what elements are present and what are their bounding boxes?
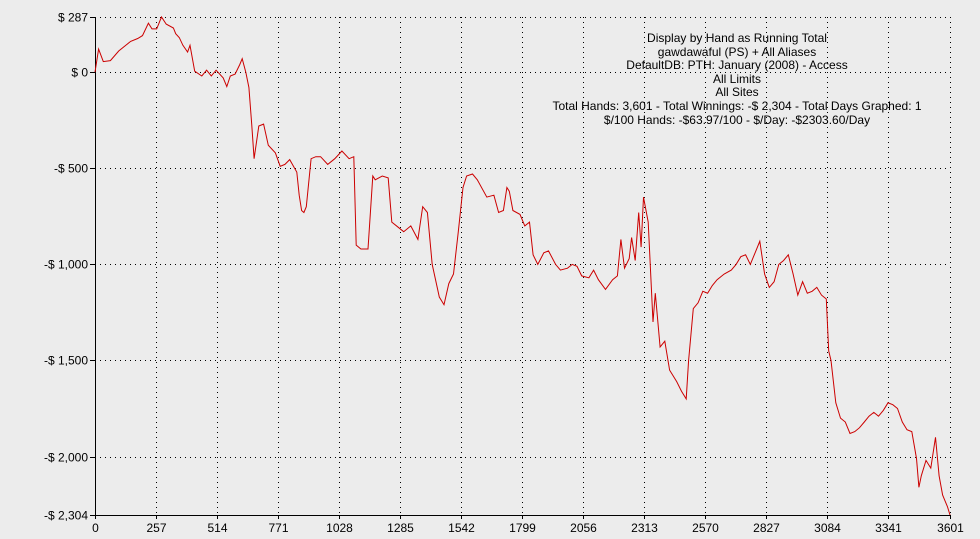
x-tick-label: 1285	[387, 521, 414, 535]
y-tick-label: $ 0	[71, 66, 88, 80]
x-tick-label: 3084	[814, 521, 841, 535]
x-tick-label: 1542	[448, 521, 475, 535]
y-tick-label: -$ 1,000	[44, 258, 88, 272]
y-tick-label: $ 287	[58, 11, 88, 25]
x-tick-label: 1799	[509, 521, 536, 535]
info-line-totals: Total Hands: 3,601 - Total Winnings: -$ …	[552, 99, 921, 113]
y-tick-label: -$ 2,304	[44, 509, 88, 523]
series-layer	[94, 15, 951, 516]
grid-lines	[95, 17, 951, 516]
info-line-rates: $/100 Hands: -$63.97/100 - $/Day: -$2303…	[604, 113, 870, 127]
x-tick-label: 771	[268, 521, 288, 535]
x-tick-label: 3601	[937, 521, 964, 535]
x-tick-label: 1028	[326, 521, 353, 535]
x-tick-label: 3341	[875, 521, 902, 535]
x-tick-label: 2313	[631, 521, 658, 535]
axes	[90, 17, 951, 519]
info-line-limits: All Limits	[713, 72, 761, 86]
info-line-database: DefaultDB: PTH: January (2008) - Access	[626, 58, 847, 72]
y-tick-label: -$ 1,500	[44, 354, 88, 368]
y-tick-labels: $ 287 $ 0 -$ 500 -$ 1,000 -$ 1,500 -$ 2,000 -$…	[44, 11, 88, 523]
chart-info-block: Display by Hand as Running Total gawdawa…	[552, 31, 921, 127]
x-tick-labels: 0 257 514 771 1028 1285 1542 1799 2056 2313 2570 28…	[92, 521, 964, 535]
info-line-player: gawdawaful (PS) + All Aliases	[658, 45, 816, 59]
x-tick-label: 514	[207, 521, 227, 535]
running-total-line	[94, 15, 951, 516]
chart-title: Display by Hand as Running Total	[647, 31, 827, 45]
x-tick-label: 257	[146, 521, 166, 535]
y-tick-label: -$ 500	[54, 162, 88, 176]
x-tick-label: 2056	[570, 521, 597, 535]
x-tick-label: 0	[92, 521, 99, 535]
x-tick-label: 2570	[692, 521, 719, 535]
y-tick-label: -$ 2,000	[44, 451, 88, 465]
info-line-sites: All Sites	[715, 85, 758, 99]
x-tick-label: 2827	[753, 521, 780, 535]
